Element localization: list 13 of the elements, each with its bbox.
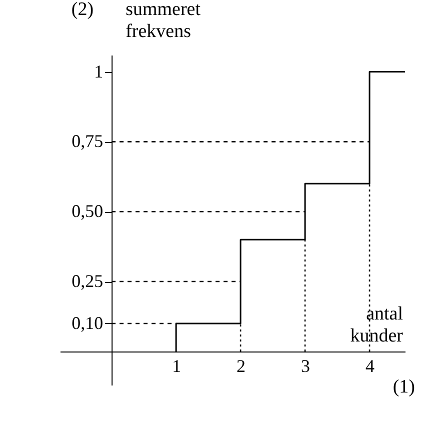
y-tick-label: 0,75 (72, 131, 104, 152)
x-tick-label: 2 (236, 356, 246, 376)
y-tick-label: 0,50 (72, 201, 104, 222)
x-axis-title: antal kunder (350, 303, 404, 346)
y-tick-label: 0,10 (72, 312, 104, 333)
text: (2) (71, 0, 94, 20)
y-tick-label: 0,25 (72, 271, 104, 292)
x-tick-label: 3 (301, 356, 310, 376)
y-axis-title: summeret frekvens (126, 0, 202, 42)
annotation: (1) (392, 376, 415, 398)
y-tick-label: 1 (94, 61, 104, 82)
x-tick-label: 1 (172, 356, 182, 376)
x-tick-label: 4 (366, 356, 375, 376)
